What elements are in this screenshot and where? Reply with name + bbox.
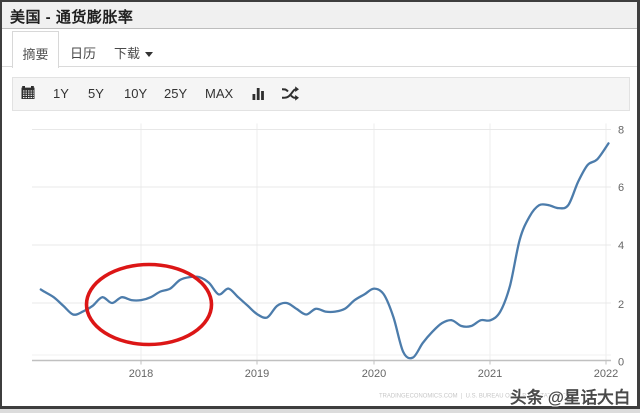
- svg-text:2019: 2019: [245, 368, 269, 380]
- svg-text:2018: 2018: [129, 368, 153, 380]
- svg-text:8: 8: [618, 125, 624, 137]
- svg-text:4: 4: [618, 240, 624, 252]
- svg-text:TRADINGECONOMICS.COM | U.S.: TRADINGECONOMICS.COM | U.S. BUREAU OF LA…: [379, 394, 570, 400]
- svg-text:2022: 2022: [594, 368, 618, 380]
- svg-text:0: 0: [618, 357, 624, 369]
- svg-text:2020: 2020: [362, 368, 386, 380]
- svg-text:2: 2: [618, 299, 624, 311]
- svg-text:6: 6: [618, 182, 624, 194]
- svg-text:2021: 2021: [478, 368, 502, 380]
